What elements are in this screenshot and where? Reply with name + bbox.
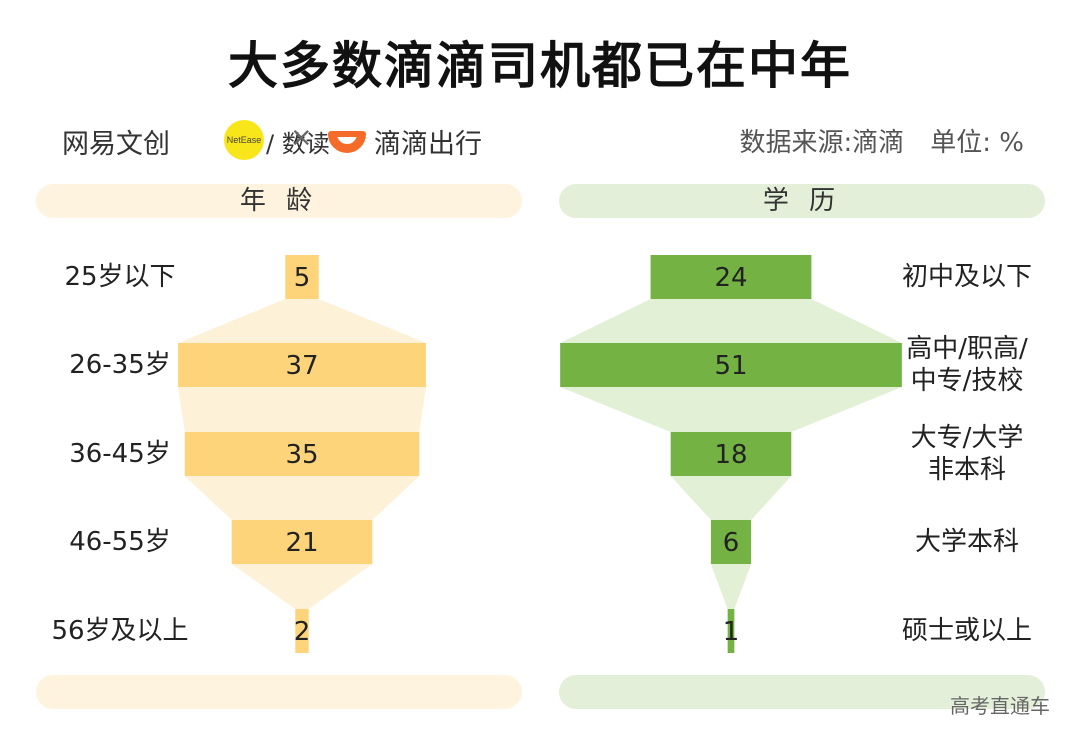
source-label: 数据来源:滴滴: [739, 128, 905, 158]
age-category-label: 25岁以下: [64, 262, 176, 292]
age-category-label: 26-35岁: [69, 350, 171, 380]
edu-value-label: 18: [714, 440, 747, 470]
netease-badge: NetEase: [224, 120, 264, 160]
age-value-label: 2: [294, 617, 311, 647]
edu-funnel-band: [670, 476, 792, 520]
age-funnel-band: [184, 476, 420, 520]
edu-bar: [710, 520, 752, 564]
source-note: 数据来源:滴滴 单位: %: [740, 122, 1025, 159]
age-category-label: 56岁及以上: [51, 616, 189, 646]
education-panel-header: 学 历: [559, 184, 1045, 218]
age-bar: [285, 255, 319, 299]
brand-logos: 网易文创 NetEase / 数读 × 滴滴出行: [62, 118, 502, 162]
age-funnel-band: [178, 299, 426, 343]
age-category-label: 36-45岁: [69, 439, 171, 469]
edu-funnel-band: [560, 387, 902, 432]
age-bar: [295, 609, 309, 653]
edu-value-label: 1: [723, 617, 740, 647]
edu-bar: [560, 343, 902, 387]
chart-title: 大多数滴滴司机都已在中年: [228, 37, 852, 95]
didi-logo-text: 滴滴出行: [374, 129, 482, 160]
didi-logo-icon: [328, 131, 366, 153]
age-panel-footer: [36, 675, 522, 709]
age-value-label: 21: [285, 528, 318, 558]
education-panel-footer: [559, 675, 1045, 709]
age-bar: [184, 432, 420, 476]
edu-category-label: 初中及以下: [901, 262, 1032, 292]
edu-funnel-band: [560, 299, 902, 343]
watermark: 高考直通车: [950, 694, 1050, 718]
age-bar: [231, 520, 373, 564]
edu-category-label: 大学本科: [914, 527, 1019, 557]
edu-value-label: 51: [714, 351, 747, 381]
edu-bar: [727, 609, 735, 653]
age-category-label: 46-55岁: [69, 527, 171, 557]
edu-funnel-band: [710, 564, 752, 609]
edu-category-label: 硕士或以上: [901, 616, 1032, 646]
times-symbol: ×: [290, 122, 313, 153]
unit-label: 单位: %: [930, 128, 1024, 158]
edu-bar: [670, 432, 792, 476]
netease-logo-text: 网易文创: [62, 129, 170, 160]
age-funnel-band: [178, 387, 426, 432]
age-value-label: 5: [294, 263, 311, 293]
edu-value-label: 6: [723, 528, 740, 558]
edu-value-label: 24: [714, 263, 747, 293]
age-value-label: 35: [285, 440, 318, 470]
age-value-label: 37: [285, 351, 318, 381]
edu-category-label: 高中/职高/ 中专/技校: [906, 334, 1028, 396]
edu-category-label: 大专/大学 非本科: [910, 423, 1024, 485]
shudu-logo-text: / 数读: [266, 130, 330, 158]
age-panel-header: 年 龄: [36, 184, 522, 218]
age-funnel-band: [231, 564, 373, 609]
age-bar: [178, 343, 426, 387]
edu-bar: [650, 255, 812, 299]
